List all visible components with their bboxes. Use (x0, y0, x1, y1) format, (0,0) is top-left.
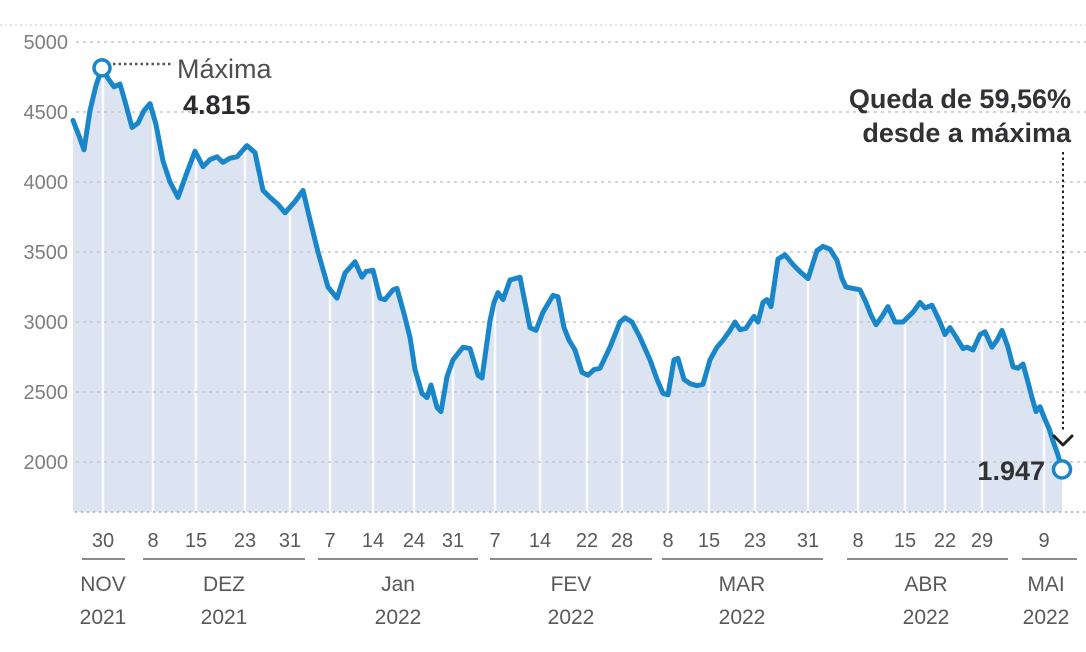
x-year-label: 2022 (548, 606, 595, 629)
price-line (70, 65, 1065, 472)
drop-annotation: Queda de 59,56% desde a máxima (849, 82, 1071, 150)
x-day-label: 8 (147, 530, 158, 552)
y-axis-label: 3000 (24, 312, 69, 334)
x-month-label: MAI (1027, 573, 1064, 596)
x-day-label: 8 (852, 530, 863, 552)
x-day-label: 31 (442, 530, 464, 552)
x-month-label: MAR (719, 573, 766, 596)
x-day-label: 15 (894, 530, 916, 552)
x-day-label: 31 (797, 530, 819, 552)
x-day-label: 14 (362, 530, 384, 552)
x-day-label: 15 (185, 530, 207, 552)
x-day-label: 22 (576, 530, 598, 552)
y-axis-label: 4000 (24, 172, 69, 194)
x-year-label: 2022 (719, 606, 766, 629)
drop-annotation-line1: Queda de 59,56% (848, 84, 1071, 114)
y-axis-label: 5000 (24, 32, 69, 54)
x-day-label: 7 (324, 530, 335, 552)
x-day-label: 23 (234, 530, 256, 552)
x-day-label: 28 (611, 530, 633, 552)
x-day-label: 8 (662, 530, 673, 552)
x-year-label: 2022 (1023, 606, 1070, 629)
x-day-label: 29 (971, 530, 993, 552)
maxima-marker (92, 58, 112, 78)
maxima-annotation-value: 4.815 (183, 90, 251, 120)
last-value-annotation: 1.947 (977, 456, 1045, 486)
down-arrow-icon (1052, 434, 1074, 447)
x-day-label: 22 (934, 530, 956, 552)
x-day-label: 9 (1038, 530, 1049, 552)
x-month-label: NOV (80, 573, 126, 596)
x-day-label: 23 (744, 530, 766, 552)
x-year-label: 2021 (201, 606, 248, 629)
x-day-label: 31 (279, 530, 301, 552)
y-axis-label: 2500 (24, 382, 69, 404)
x-month-label: Jan (381, 573, 415, 596)
y-axis-label: 4500 (24, 102, 69, 124)
x-day-label: 14 (529, 530, 551, 552)
x-month-label: ABR (904, 573, 947, 596)
drop-annotation-line2: desde a máxima (862, 118, 1071, 148)
x-day-label: 15 (698, 530, 720, 552)
x-year-label: 2021 (80, 606, 127, 629)
area-fill (73, 67, 1062, 513)
x-month-label: DEZ (203, 573, 245, 596)
y-axis-label: 2000 (24, 452, 69, 474)
x-month-label: FEV (551, 573, 592, 596)
y-axis-label: 3500 (24, 242, 69, 264)
x-day-label: 7 (489, 530, 500, 552)
x-year-label: 2022 (903, 606, 950, 629)
x-day-label: 30 (92, 530, 114, 552)
end-marker (1051, 459, 1073, 480)
x-year-label: 2022 (375, 606, 422, 629)
x-day-label: 24 (403, 530, 425, 552)
maxima-annotation-label: Máxima (177, 54, 272, 84)
